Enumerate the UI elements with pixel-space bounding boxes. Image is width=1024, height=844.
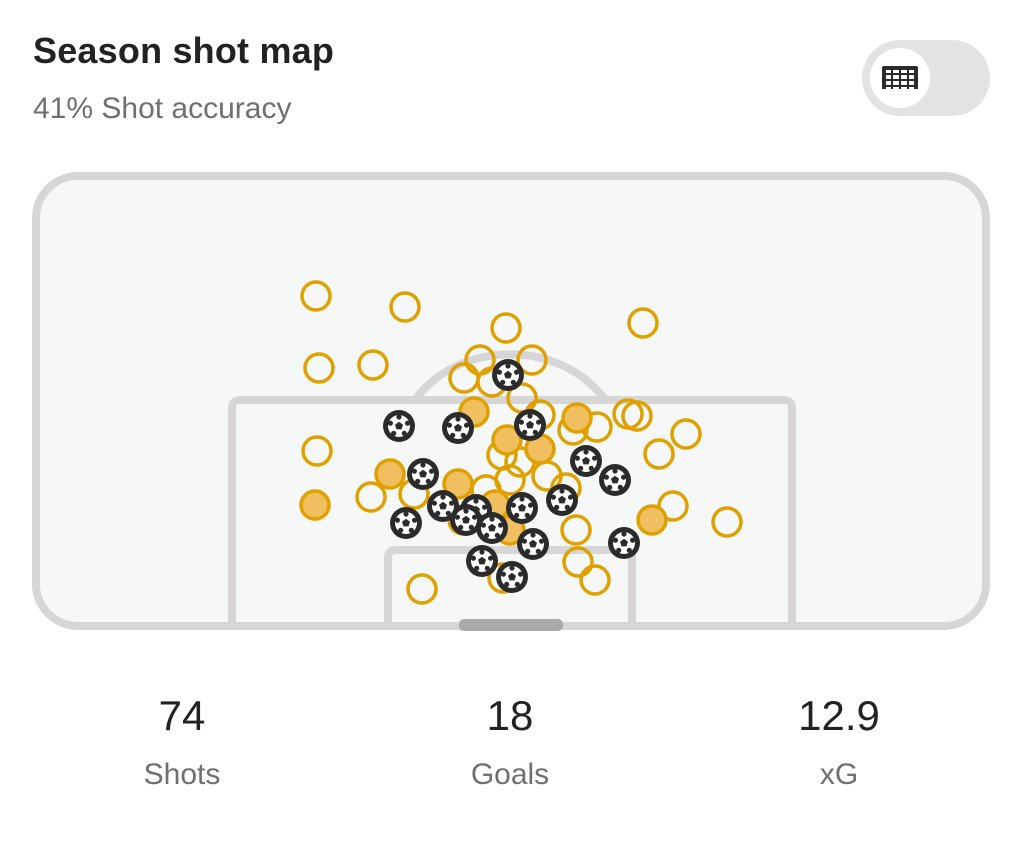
shot-accuracy-subtitle: 41% Shot accuracy xyxy=(33,92,292,125)
shot-marker-missed xyxy=(643,438,675,470)
shot-marker-missed xyxy=(562,546,594,578)
goal-ball-icon xyxy=(450,504,482,536)
shot-marker-on-target xyxy=(442,468,474,500)
goals-label: Goals xyxy=(470,758,550,791)
goal-ball-icon xyxy=(608,527,640,559)
goal-ball-icon xyxy=(427,490,459,522)
goal-ball-icon xyxy=(517,528,549,560)
goal-view-toggle[interactable] xyxy=(862,40,990,116)
goal-ball-icon xyxy=(383,410,415,442)
goal-ball-icon xyxy=(599,464,631,496)
shot-marker-missed xyxy=(627,307,659,339)
shot-marker-on-target xyxy=(374,458,406,490)
shot-marker-missed xyxy=(300,280,332,312)
goal-ball-icon xyxy=(390,507,422,539)
shot-marker-missed xyxy=(579,564,611,596)
shot-marker-missed xyxy=(516,344,548,376)
stat-xg: 12.9 xG xyxy=(729,690,949,792)
goal-ball-icon xyxy=(570,445,602,477)
shot-map xyxy=(32,172,990,632)
goals-value: 18 xyxy=(486,692,534,739)
shots-label: Shots xyxy=(143,758,221,791)
shot-marker-missed xyxy=(560,514,592,546)
goal-mouth xyxy=(459,619,563,631)
page-title: Season shot map xyxy=(33,30,335,71)
pitch-svg xyxy=(32,172,990,631)
shot-marker-missed xyxy=(301,435,333,467)
goal-ball-icon xyxy=(546,484,578,516)
shots-value: 74 xyxy=(158,692,206,739)
shot-marker-missed xyxy=(711,506,743,538)
penalty-box xyxy=(228,396,796,624)
shot-marker-missed xyxy=(621,400,653,432)
shot-marker-missed xyxy=(303,352,335,384)
goal-net-icon xyxy=(882,66,918,89)
shot-marker-missed xyxy=(357,349,389,381)
shot-marker-on-target xyxy=(636,504,668,536)
goal-ball-icon xyxy=(476,512,508,544)
goal-ball-icon xyxy=(492,359,524,391)
shot-marker-missed xyxy=(670,418,702,450)
shot-marker-missed xyxy=(355,481,387,513)
goal-ball-icon xyxy=(466,545,498,577)
stat-goals: 18 Goals xyxy=(400,690,620,792)
goal-ball-icon xyxy=(407,458,439,490)
goal-ball-icon xyxy=(506,492,538,524)
stat-shots: 74 Shots xyxy=(72,690,292,792)
xg-label: xG xyxy=(819,758,859,791)
penalty-arc xyxy=(411,350,609,403)
goal-ball-icon xyxy=(442,412,474,444)
shot-marker-missed xyxy=(406,573,438,605)
shot-marker-on-target xyxy=(491,424,523,456)
toggle-knob[interactable] xyxy=(870,48,930,108)
xg-value: 12.9 xyxy=(798,692,880,739)
shot-marker-missed xyxy=(389,291,421,323)
shot-marker-on-target xyxy=(561,402,593,434)
shot-marker-on-target xyxy=(299,489,331,521)
shot-marker-missed xyxy=(490,312,522,344)
goal-ball-icon xyxy=(496,561,528,593)
goal-ball-icon xyxy=(514,409,546,441)
